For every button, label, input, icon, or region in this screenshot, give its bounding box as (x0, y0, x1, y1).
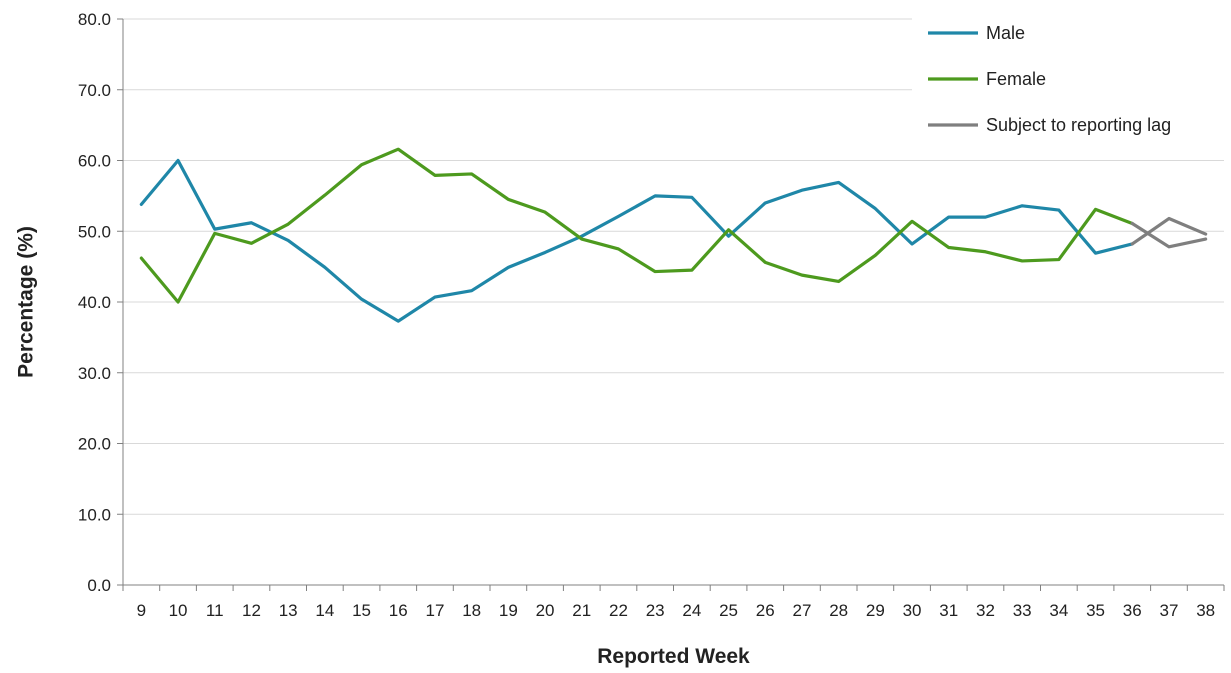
x-tick-label: 24 (682, 601, 701, 620)
x-tick-label: 31 (939, 601, 958, 620)
y-tick-label: 40.0 (78, 293, 111, 312)
y-tick-label: 20.0 (78, 435, 111, 454)
x-tick-label: 36 (1123, 601, 1142, 620)
x-tick-label: 26 (756, 601, 775, 620)
grid-layer (123, 18, 1224, 515)
x-tick-label: 13 (279, 601, 298, 620)
x-tick-label: 14 (315, 601, 334, 620)
x-tick-label: 34 (1049, 601, 1068, 620)
y-tick-label: 10.0 (78, 505, 111, 524)
series-line-reporting-lag-2 (1130, 221, 1208, 249)
x-tick-label: 22 (609, 601, 628, 620)
x-tick-label: 9 (137, 601, 146, 620)
x-tick-label: 19 (499, 601, 518, 620)
y-tick-label: 80.0 (78, 10, 111, 29)
x-tick-label: 10 (169, 601, 188, 620)
x-tick-label: 28 (829, 601, 848, 620)
x-tick-label: 12 (242, 601, 261, 620)
x-tick-label: 25 (719, 601, 738, 620)
x-tick-label: 27 (792, 601, 811, 620)
series-line-female (139, 147, 1134, 304)
x-tick-label: 17 (425, 601, 444, 620)
y-tick-label: 0.0 (87, 576, 111, 595)
x-tick-label: 29 (866, 601, 885, 620)
x-tick-label: 30 (903, 601, 922, 620)
x-tick-label: 21 (572, 601, 591, 620)
x-tick-label: 15 (352, 601, 371, 620)
axis-layer: 0.0 10.0 20.0 30.0 40.0 50.0 60.0 70.0 80.0 9 10 11… (78, 10, 1225, 620)
x-tick-label: 16 (389, 601, 408, 620)
series-line-male (139, 158, 1134, 323)
series-layer (139, 147, 1208, 323)
x-tick-label: 32 (976, 601, 995, 620)
x-tick-label: 11 (206, 601, 224, 620)
x-tick-label: 38 (1196, 601, 1215, 620)
x-tick-label: 33 (1013, 601, 1032, 620)
legend-label: Subject to reporting lag (986, 115, 1171, 135)
y-tick-label: 60.0 (78, 152, 111, 171)
series-line-reporting-lag-1 (1130, 216, 1208, 246)
x-tick-label: 23 (646, 601, 665, 620)
y-tick-label: 50.0 (78, 222, 111, 241)
legend: Male Female Subject to reporting lag (912, 10, 1226, 150)
x-tick-label: 18 (462, 601, 481, 620)
x-tick-label: 35 (1086, 601, 1105, 620)
legend-label: Male (986, 23, 1025, 43)
y-tick-label: 30.0 (78, 364, 111, 383)
y-axis-title: Percentage (%) (15, 226, 38, 378)
x-tick-label: 37 (1159, 601, 1178, 620)
x-tick-label: 20 (536, 601, 555, 620)
x-axis-title: Reported Week (597, 645, 750, 668)
legend-label: Female (986, 69, 1046, 89)
y-tick-label: 70.0 (78, 81, 111, 100)
